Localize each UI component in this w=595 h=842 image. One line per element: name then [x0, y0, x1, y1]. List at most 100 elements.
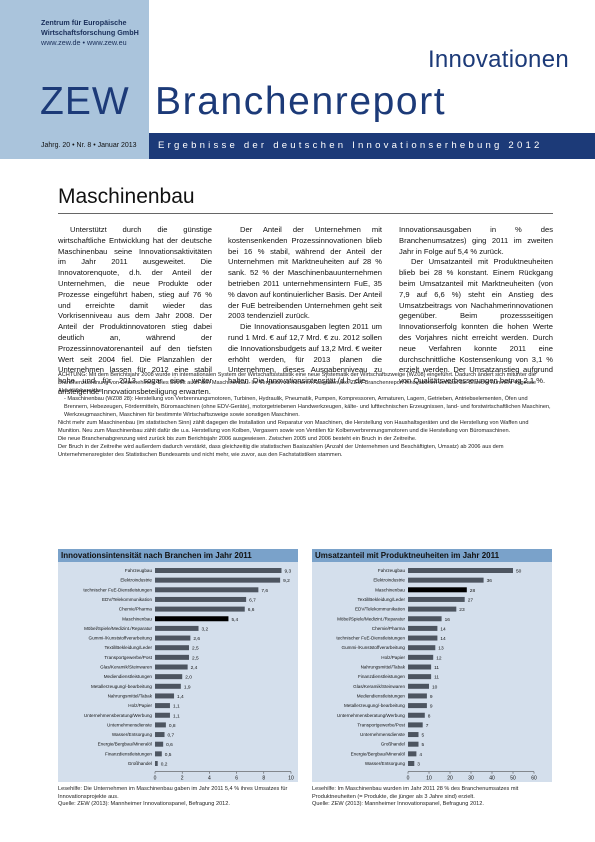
category-label: Chemie/Pharma — [372, 626, 406, 631]
subtitle-band — [149, 133, 595, 159]
bar — [155, 654, 189, 660]
category-label: Nahrungsmittel/Tabak — [361, 665, 406, 670]
x-tick-label: 4 — [208, 776, 211, 782]
note-paragraph: Die neue Branchenabgrenzung wird zurück … — [58, 436, 417, 442]
bar-value-label: 0,2 — [161, 762, 168, 768]
category-label: Gummi-/Kunststoffverarbeitung — [89, 636, 153, 641]
bar-value-label: 9 — [430, 694, 433, 700]
chart-source-left: Lesehilfe: Die Unternehmen im Maschinenb… — [58, 786, 303, 809]
category-label: Textil/Bekleidung/Leder — [105, 645, 153, 650]
bar-value-label: 3 — [417, 762, 420, 768]
bar-value-label: 0,7 — [168, 733, 175, 739]
report-subtitle: Ergebnisse der deutschen Innovationserhe… — [158, 140, 543, 151]
bar — [408, 693, 427, 699]
x-tick-label: 2 — [181, 776, 184, 782]
x-tick-label: 60 — [531, 776, 537, 782]
x-tick-label: 8 — [262, 776, 265, 782]
category-label: Nahrungsmittel/Tabak — [108, 693, 153, 698]
x-tick-label: 10 — [426, 776, 432, 782]
source-line: Quelle: ZEW (2013): Mannheimer Innovatio… — [312, 801, 484, 807]
bar-value-label: 36 — [487, 578, 493, 584]
bar-value-label: 11 — [434, 675, 439, 681]
bar — [155, 732, 165, 738]
bar — [155, 596, 247, 602]
category-label: Fahrzeugbau — [378, 568, 406, 573]
chart-title: Umsatzanteil mit Produktneuheiten im Jah… — [312, 549, 552, 562]
chart-product-novelty-share: Umsatzanteil mit Produktneuheiten im Jah… — [312, 549, 552, 782]
bar — [408, 625, 438, 631]
issue-band — [0, 133, 149, 159]
bar — [408, 664, 432, 670]
category-label: Möbel/Spiele/Medizint./Reparatur — [337, 616, 405, 621]
category-label: Wasser/Entsorgung — [112, 732, 153, 737]
reading-aid: Lesehilfe: Die Unternehmen im Maschinenb… — [58, 786, 288, 800]
text-column-1: Unterstützt durch die günstige wirtschaf… — [58, 225, 212, 398]
bar-value-label: 10 — [432, 684, 438, 690]
bar-value-label: 2,5 — [192, 655, 199, 661]
bar-value-label: 7 — [426, 723, 429, 729]
bar-value-label: 2,5 — [192, 646, 199, 652]
category-label: Holz/Papier — [381, 655, 405, 660]
bar — [408, 606, 457, 612]
bar-value-label: 27 — [468, 597, 474, 603]
bar — [408, 683, 429, 689]
bar — [408, 732, 419, 738]
bar — [408, 645, 436, 651]
category-label: Mediendienstleistungen — [104, 674, 153, 679]
bar — [155, 568, 282, 573]
category-label: Finanzdienstleistungen — [358, 674, 405, 679]
bar-value-label: 1,4 — [177, 694, 184, 700]
bar-value-label: 3,2 — [202, 626, 209, 632]
chart-svg: Fahrzeugbau 9,3 Elektroindustrie 9,2 technis… — [83, 568, 294, 782]
bar-value-label: 14 — [440, 636, 446, 642]
category-label: Chemie/Pharma — [119, 607, 153, 612]
bar — [155, 645, 189, 651]
category-label: Wasser/Entsorgung — [365, 761, 406, 766]
bar — [408, 703, 427, 709]
bar-value-label: 7,6 — [261, 588, 268, 594]
source-line: Quelle: ZEW (2013): Mannheimer Innovatio… — [58, 801, 230, 807]
category-label: Unternehmensdienste — [107, 722, 152, 727]
bar — [155, 722, 166, 728]
institute-line-2: Wirtschaftsforschung GmbH — [41, 28, 139, 37]
category-label: Textil/Bekleidung/Leder — [358, 597, 406, 602]
chart-title: Innovationsintensität nach Branchen im J… — [58, 549, 298, 562]
bar-value-label: 13 — [438, 646, 444, 652]
bar — [408, 741, 419, 747]
bar-value-label: 11 — [434, 665, 439, 671]
header-left-panel — [0, 0, 149, 133]
paragraph: Innovationsausgaben in % des Branchenums… — [399, 225, 553, 256]
issue-info: Jahrg. 20 • Nr. 8 • Januar 2013 — [41, 142, 137, 149]
x-tick-label: 6 — [235, 776, 238, 782]
bar-value-label: 5 — [422, 733, 425, 739]
chart-innovation-intensity: Innovationsintensität nach Branchen im J… — [58, 549, 298, 782]
bar — [155, 751, 162, 757]
bar — [155, 712, 170, 718]
x-tick-label: 0 — [154, 776, 157, 782]
x-tick-label: 20 — [447, 776, 453, 782]
category-label: Glas/Keramik/Steinwaren — [353, 684, 405, 689]
bar — [408, 712, 425, 718]
category-label: Metallerzeugung/-bearbeitung — [344, 703, 405, 708]
bar — [408, 596, 465, 602]
bar-value-label: 0,5 — [165, 752, 172, 758]
category-label: Unternehmensberatung/Werbung — [337, 713, 406, 718]
bar — [155, 587, 259, 593]
category-label: Elektroindustrie — [120, 578, 152, 583]
category-label: Energie/Bergbau/Mineralöl — [351, 751, 405, 756]
category-label: Unternehmensdienste — [360, 732, 405, 737]
category-label: Transportgewerbe/Post — [357, 722, 405, 727]
category-label: Gummi-/Kunststoffverarbeitung — [342, 645, 406, 650]
bar-value-label: 2,6 — [193, 636, 200, 642]
category-label: Metallerzeugung/-bearbeitung — [91, 684, 152, 689]
bar-value-label: 14 — [440, 626, 446, 632]
bar — [155, 693, 175, 699]
category-label: technischer FuE-Dienstleistungen — [83, 587, 152, 592]
bar-value-label: 16 — [445, 617, 451, 623]
bar-value-label: 50 — [516, 569, 522, 575]
institute-web[interactable]: www.zew.de • www.zew.eu — [41, 38, 127, 47]
category-label: Großhandel — [381, 742, 405, 747]
paragraph: Unterstützt durch die günstige wirtschaf… — [58, 225, 212, 396]
bar-value-label: 1,1 — [173, 713, 180, 719]
bar-value-label: 8 — [428, 713, 431, 719]
